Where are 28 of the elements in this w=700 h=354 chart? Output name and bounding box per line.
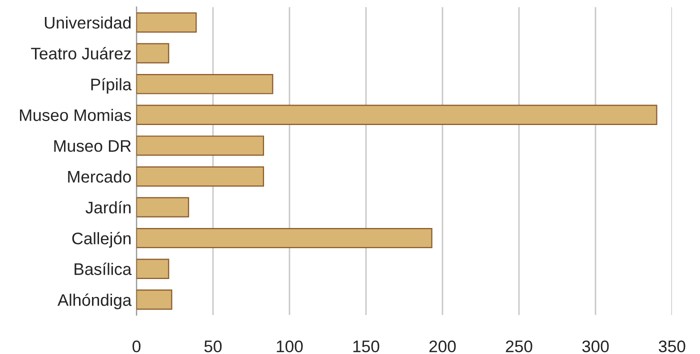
x-tick-label: 300 (582, 340, 609, 352)
y-tick-label: Museo DR (54, 140, 131, 152)
bar (136, 74, 274, 94)
y-tick-label: Alhóndiga (58, 294, 132, 310)
y-tick-label: Basílica (74, 262, 132, 276)
bar (136, 43, 170, 64)
x-tick-label: 350 (658, 340, 686, 352)
x-tick-label: 0 (132, 340, 140, 352)
x-tick-label: 50 (204, 340, 222, 352)
bar (136, 12, 197, 33)
x-tick-label: 200 (429, 340, 456, 352)
bar (136, 197, 190, 218)
x-tick-label: 250 (506, 340, 532, 352)
bar (136, 104, 658, 125)
bar (136, 136, 264, 156)
y-tick-label: Universidad (44, 16, 131, 29)
bar (136, 290, 172, 310)
y-tick-label: Pípila (91, 78, 132, 94)
bar (136, 258, 170, 279)
x-tick-label: 100 (276, 340, 303, 352)
y-tick-label: Museo Momias (20, 108, 132, 122)
y-tick-label: Teatro Juárez (31, 47, 131, 60)
y-tick-label: Mercado (68, 170, 131, 183)
y-tick-label: Jardín (86, 201, 131, 214)
bar (136, 166, 264, 187)
bar (136, 228, 432, 248)
x-tick-label: 150 (353, 340, 380, 352)
y-tick-label: Callejón (72, 232, 131, 248)
